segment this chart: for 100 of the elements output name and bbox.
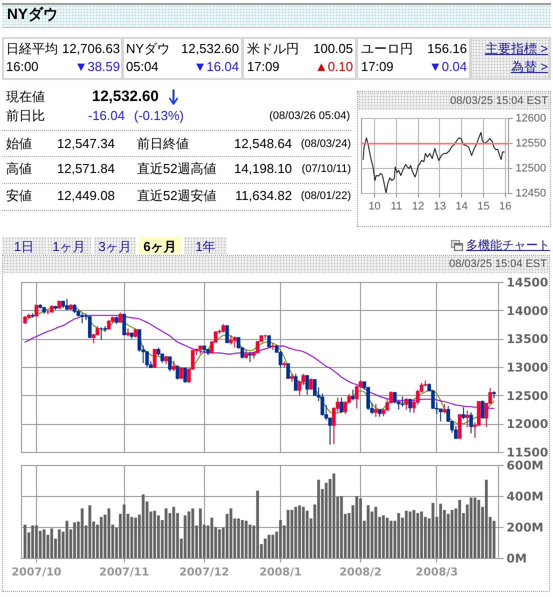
bar [450, 510, 454, 558]
y-tick-label: 13000 [506, 360, 548, 374]
bar [218, 529, 221, 558]
bar [248, 524, 252, 558]
bar [240, 520, 244, 558]
text: 始値 [6, 136, 32, 152]
candlestick [122, 314, 126, 336]
text: ▼16.04 [194, 59, 239, 75]
y-tick-label: 12500 [506, 388, 548, 403]
bar [317, 480, 320, 558]
tab-button[interactable] [2, 237, 46, 254]
candlestick [134, 328, 138, 338]
text: 日経平均 [6, 41, 58, 57]
bar [256, 490, 260, 558]
text: 1ヶ月 [52, 238, 86, 254]
bar [432, 502, 434, 558]
text: 3ヶ月 [98, 238, 132, 254]
text: ▼0.04 [428, 59, 467, 75]
bar [42, 529, 46, 558]
bar [58, 529, 61, 558]
candlestick [152, 349, 156, 368]
candlestick [229, 334, 233, 345]
candlestick [286, 363, 290, 380]
y-tick-label: 12500 [516, 162, 546, 174]
tab-button[interactable] [139, 237, 181, 254]
x-tick-label: 12 [412, 200, 424, 212]
bar [31, 525, 34, 558]
bar [66, 520, 68, 558]
bar [268, 534, 270, 558]
bar [271, 534, 274, 558]
text: 05:04 [126, 59, 159, 75]
x-tick-label: 2007/10 [11, 566, 62, 578]
x-tick-label: 13 [434, 200, 446, 212]
y-tick-label: 200M [506, 520, 544, 534]
tab-button[interactable] [184, 237, 227, 254]
bar [408, 512, 412, 558]
bar [332, 474, 336, 558]
y-tick-label: 12450 [516, 188, 546, 200]
bar [366, 505, 370, 558]
text: 現在値 [6, 89, 45, 105]
text: 100.05 [313, 41, 353, 57]
y-tick-label: 12550 [516, 138, 546, 150]
bar [298, 505, 301, 558]
x-tick-label: 2008/2 [339, 566, 382, 578]
text: 12,532.60 [92, 88, 159, 106]
candlestick [232, 336, 237, 348]
tab-button[interactable] [47, 237, 91, 254]
candlestick [225, 325, 229, 344]
candlestick [408, 398, 412, 413]
text: (08/01/22) [300, 190, 351, 202]
candlestick [72, 304, 76, 314]
candlestick [248, 351, 252, 362]
line-series [362, 132, 505, 193]
text: 前日比 [6, 108, 45, 124]
candlestick [454, 425, 458, 440]
y-tick-label: 13500 [506, 332, 548, 346]
bar [484, 480, 488, 558]
bar [340, 496, 343, 558]
bar [24, 524, 26, 558]
bar [290, 510, 294, 558]
candlestick [118, 312, 122, 323]
bar [492, 520, 496, 558]
y-tick-label: 12000 [506, 417, 548, 432]
text: 1年 [195, 238, 216, 254]
candlestick [88, 316, 92, 339]
x-tick-label: 16 [499, 200, 512, 212]
bar [35, 525, 38, 558]
bar [382, 515, 385, 558]
text: ▼38.59 [74, 59, 120, 75]
bar [210, 518, 214, 558]
y-tick-label: 14500 [506, 276, 548, 290]
bar [198, 508, 202, 558]
candlestick [400, 396, 404, 408]
bar [286, 510, 290, 558]
candlestick [80, 312, 84, 324]
y-tick-label: 600M [506, 458, 544, 472]
x-tick-label: 2008/1 [259, 566, 302, 578]
candlestick [172, 360, 176, 372]
bar [420, 512, 423, 558]
bar [279, 520, 282, 558]
x-tick-label: 10 [368, 200, 381, 212]
text: (08/03/26 05:04) [269, 110, 350, 122]
text: 多機能チャート [466, 238, 550, 252]
bar [470, 498, 473, 558]
text: 16:00 [6, 59, 39, 75]
text: 1日 [14, 238, 34, 254]
text: -16.04 [88, 108, 125, 124]
bar [184, 515, 187, 558]
bar [134, 518, 138, 558]
x-tick-label: 2007/11 [99, 566, 150, 578]
text: (08/03/24) [300, 138, 351, 150]
y-tick-label: 400M [506, 490, 544, 504]
text: 11,634.82 [235, 188, 292, 204]
bar [412, 510, 416, 558]
tab-button[interactable] [94, 237, 136, 254]
bar [439, 504, 442, 558]
text: NYダウ [126, 41, 170, 57]
x-tick-label: 15 [477, 200, 490, 212]
bar [474, 498, 476, 558]
bar [153, 510, 156, 558]
